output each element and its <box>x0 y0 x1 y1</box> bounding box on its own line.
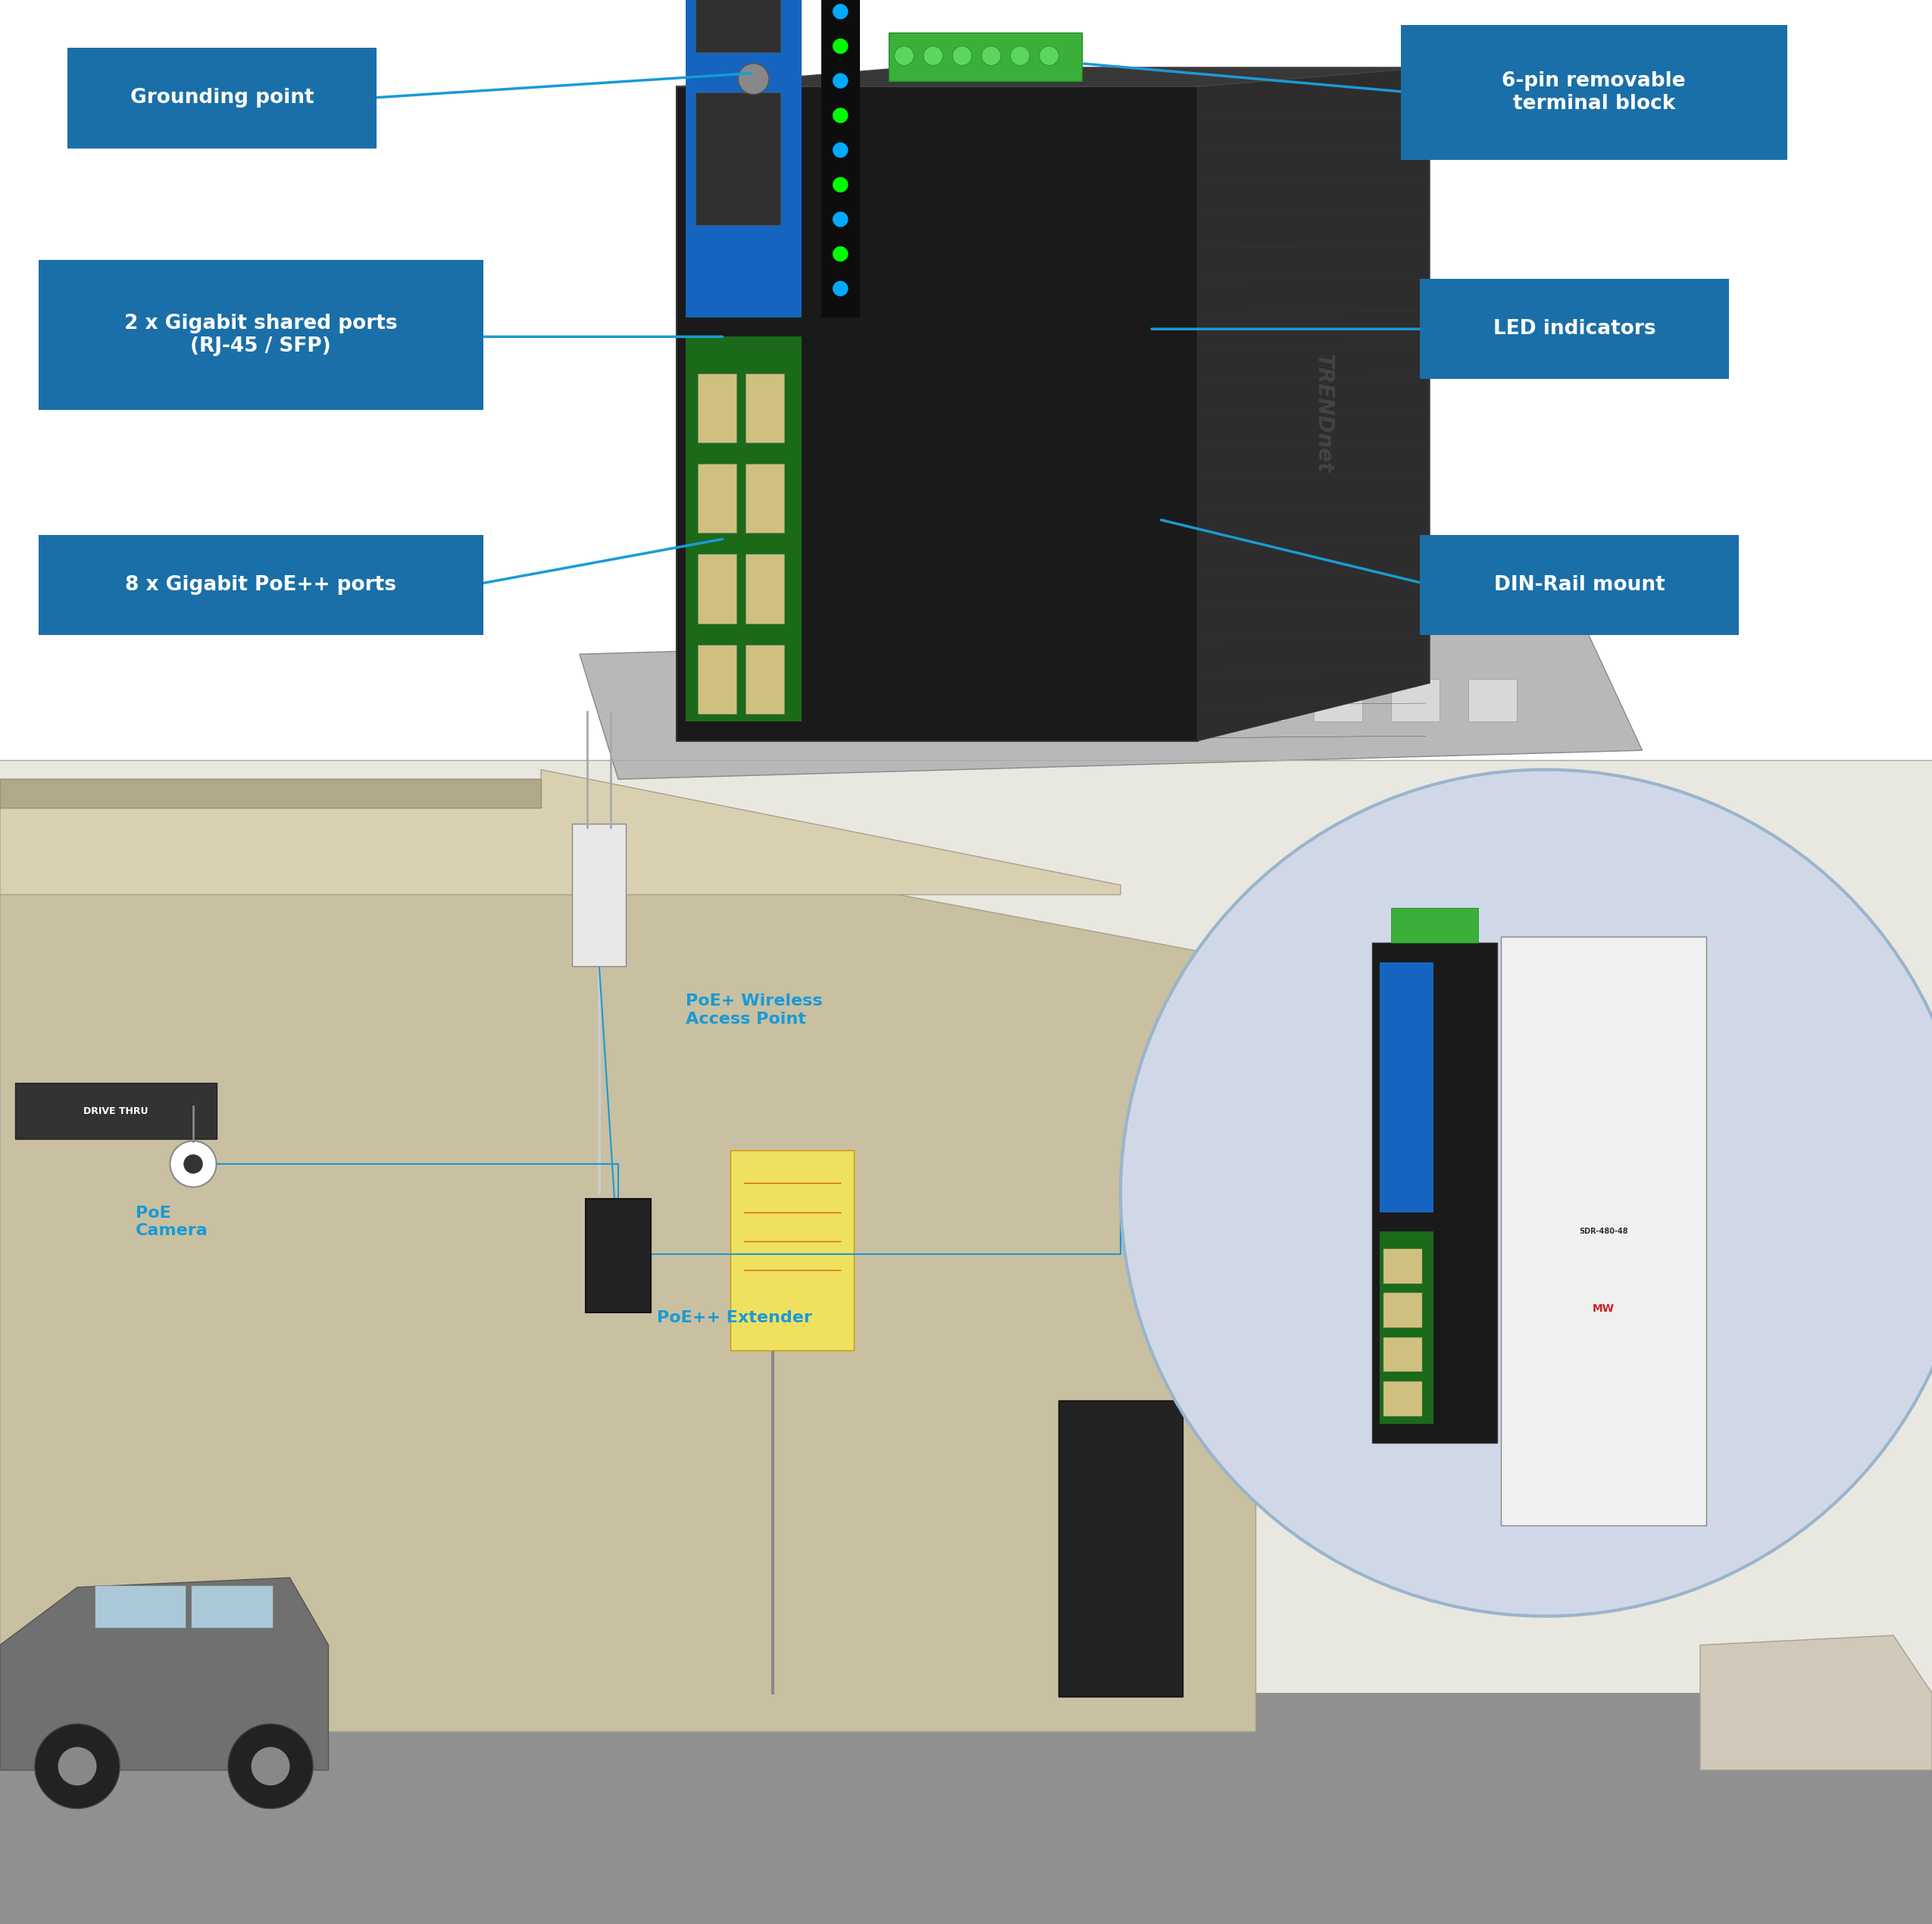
Circle shape <box>981 46 1001 65</box>
FancyBboxPatch shape <box>1236 679 1285 722</box>
Text: 2 x Gigabit shared ports
(RJ-45 / SFP): 2 x Gigabit shared ports (RJ-45 / SFP) <box>124 314 398 356</box>
Text: LED indicators: LED indicators <box>1493 319 1656 339</box>
FancyBboxPatch shape <box>1383 1381 1422 1416</box>
FancyBboxPatch shape <box>746 464 784 533</box>
FancyBboxPatch shape <box>0 760 1932 1924</box>
Text: PoE++ Extender: PoE++ Extender <box>657 1310 811 1326</box>
FancyBboxPatch shape <box>585 1199 651 1312</box>
FancyBboxPatch shape <box>697 554 736 623</box>
Polygon shape <box>0 808 1256 1732</box>
FancyBboxPatch shape <box>1468 679 1517 722</box>
Text: MW: MW <box>1592 1303 1615 1314</box>
FancyBboxPatch shape <box>0 1693 1932 1924</box>
FancyBboxPatch shape <box>1401 25 1787 160</box>
FancyBboxPatch shape <box>95 1585 185 1628</box>
Circle shape <box>923 46 943 65</box>
FancyBboxPatch shape <box>1420 535 1739 635</box>
Polygon shape <box>0 770 1121 895</box>
Text: 6-pin removable
terminal block: 6-pin removable terminal block <box>1501 71 1687 114</box>
Text: Grounding point: Grounding point <box>129 89 315 108</box>
Polygon shape <box>580 625 1642 779</box>
Circle shape <box>833 281 848 296</box>
FancyBboxPatch shape <box>1059 1401 1182 1697</box>
Circle shape <box>833 108 848 123</box>
FancyBboxPatch shape <box>1383 1293 1422 1328</box>
FancyBboxPatch shape <box>1501 937 1706 1526</box>
Circle shape <box>170 1141 216 1187</box>
Circle shape <box>833 246 848 262</box>
Circle shape <box>895 46 914 65</box>
Circle shape <box>738 63 769 94</box>
Circle shape <box>1010 46 1030 65</box>
Circle shape <box>58 1747 97 1785</box>
FancyBboxPatch shape <box>686 0 802 317</box>
FancyBboxPatch shape <box>0 0 1932 760</box>
Circle shape <box>833 38 848 54</box>
FancyBboxPatch shape <box>697 464 736 533</box>
FancyBboxPatch shape <box>1391 908 1478 943</box>
FancyBboxPatch shape <box>821 0 860 317</box>
FancyBboxPatch shape <box>572 823 626 966</box>
Circle shape <box>833 142 848 158</box>
FancyBboxPatch shape <box>676 87 1198 741</box>
FancyBboxPatch shape <box>730 1151 854 1351</box>
Circle shape <box>251 1747 290 1785</box>
Circle shape <box>184 1154 203 1174</box>
Polygon shape <box>1700 1635 1932 1770</box>
Polygon shape <box>0 1578 328 1770</box>
FancyBboxPatch shape <box>191 1585 272 1628</box>
FancyBboxPatch shape <box>1379 962 1434 1212</box>
Circle shape <box>833 177 848 192</box>
FancyBboxPatch shape <box>686 337 802 722</box>
FancyBboxPatch shape <box>696 92 781 225</box>
FancyBboxPatch shape <box>15 1083 216 1139</box>
Text: SDR-480-48: SDR-480-48 <box>1578 1228 1629 1235</box>
FancyBboxPatch shape <box>697 373 736 443</box>
FancyBboxPatch shape <box>696 0 781 52</box>
FancyBboxPatch shape <box>0 760 1932 1924</box>
Polygon shape <box>1198 67 1430 741</box>
Circle shape <box>952 46 972 65</box>
Text: 8 x Gigabit PoE++ ports: 8 x Gigabit PoE++ ports <box>126 575 396 595</box>
FancyBboxPatch shape <box>697 645 736 714</box>
FancyBboxPatch shape <box>1314 679 1362 722</box>
Text: DRIVE THRU: DRIVE THRU <box>83 1106 149 1116</box>
Text: DIN-Rail mount: DIN-Rail mount <box>1493 575 1665 595</box>
FancyBboxPatch shape <box>39 260 483 410</box>
Polygon shape <box>0 779 541 808</box>
Circle shape <box>1039 46 1059 65</box>
FancyBboxPatch shape <box>1420 279 1729 379</box>
FancyBboxPatch shape <box>1379 1231 1434 1424</box>
FancyBboxPatch shape <box>68 48 377 148</box>
FancyBboxPatch shape <box>1391 679 1439 722</box>
FancyBboxPatch shape <box>889 33 1082 81</box>
Text: PoE
Camera: PoE Camera <box>135 1204 209 1239</box>
Circle shape <box>228 1724 313 1809</box>
Circle shape <box>833 73 848 89</box>
Circle shape <box>35 1724 120 1809</box>
FancyBboxPatch shape <box>1383 1249 1422 1283</box>
FancyBboxPatch shape <box>39 535 483 635</box>
Circle shape <box>833 4 848 19</box>
Polygon shape <box>676 67 1430 87</box>
FancyBboxPatch shape <box>746 373 784 443</box>
FancyBboxPatch shape <box>1372 943 1497 1443</box>
FancyBboxPatch shape <box>1159 679 1208 722</box>
Text: TRENDnet: TRENDnet <box>1314 354 1333 473</box>
FancyBboxPatch shape <box>1383 1337 1422 1372</box>
FancyBboxPatch shape <box>746 554 784 623</box>
Circle shape <box>1121 770 1932 1616</box>
Circle shape <box>833 212 848 227</box>
FancyBboxPatch shape <box>746 645 784 714</box>
Text: PoE+ Wireless
Access Point: PoE+ Wireless Access Point <box>686 993 823 1027</box>
